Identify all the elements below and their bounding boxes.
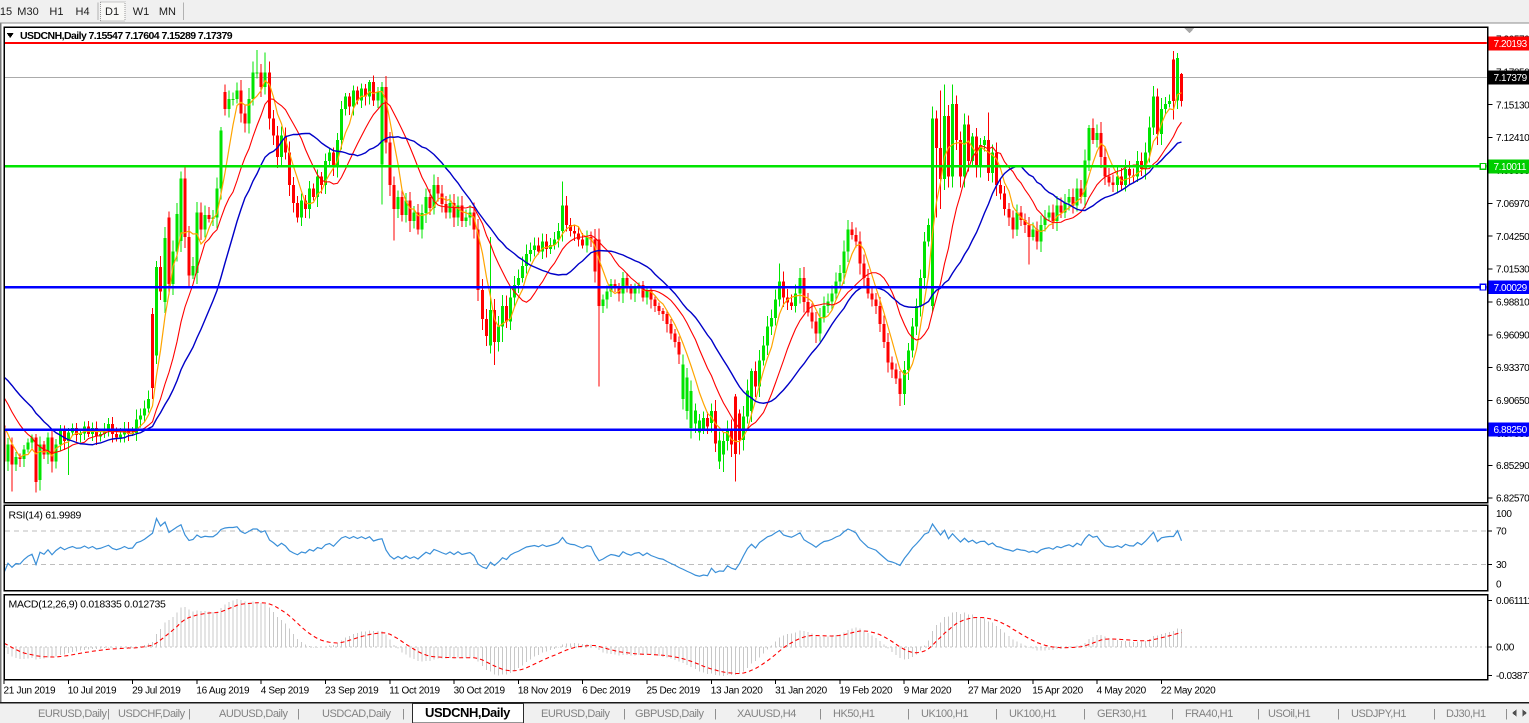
svg-text:6.90650: 6.90650 <box>1496 396 1529 407</box>
svg-text:USDJPY,H1: USDJPY,H1 <box>1351 708 1406 720</box>
svg-text:7.20193: 7.20193 <box>1494 39 1528 50</box>
svg-text:MN: MN <box>159 6 176 18</box>
svg-text:30: 30 <box>1496 560 1507 571</box>
svg-text:31 Jan 2020: 31 Jan 2020 <box>775 686 827 697</box>
svg-text:|: | <box>1433 708 1435 720</box>
svg-text:|: | <box>1257 708 1259 720</box>
svg-text:H1: H1 <box>49 6 63 18</box>
svg-text:USDCNH,Daily: USDCNH,Daily <box>425 705 511 720</box>
svg-text:|: | <box>297 708 299 720</box>
svg-text:USDCNH,Daily: USDCNH,Daily <box>20 30 87 42</box>
svg-text:6.85290: 6.85290 <box>1496 461 1529 472</box>
svg-text:70: 70 <box>1496 527 1507 538</box>
svg-text:HK50,H1: HK50,H1 <box>833 708 875 720</box>
svg-text:23 Sep 2019: 23 Sep 2019 <box>325 686 379 697</box>
svg-text:UK100,H1: UK100,H1 <box>1009 708 1056 720</box>
svg-text:|: | <box>819 708 821 720</box>
svg-text:W1: W1 <box>133 6 150 18</box>
svg-text:|: | <box>995 708 997 720</box>
svg-text:16 Aug 2019: 16 Aug 2019 <box>196 686 250 697</box>
svg-text:-0.038777: -0.038777 <box>1496 671 1529 682</box>
svg-text:|: | <box>1337 708 1339 720</box>
svg-text:XAUUSD,H4: XAUUSD,H4 <box>737 708 796 720</box>
svg-text:H4: H4 <box>76 6 90 18</box>
svg-text:7.17379: 7.17379 <box>1494 73 1528 84</box>
svg-text:7.04250: 7.04250 <box>1496 232 1529 243</box>
svg-text:|: | <box>188 708 190 720</box>
svg-text:11 Oct 2019: 11 Oct 2019 <box>389 686 440 697</box>
svg-text:15 Apr 2020: 15 Apr 2020 <box>1032 686 1083 697</box>
svg-text:M30: M30 <box>17 6 38 18</box>
svg-text:7.01530: 7.01530 <box>1496 265 1529 276</box>
svg-text:|: | <box>107 708 109 720</box>
svg-text:EURUSD,Daily: EURUSD,Daily <box>541 708 611 720</box>
svg-text:GBPUSD,Daily: GBPUSD,Daily <box>635 708 705 720</box>
svg-text:7.12410: 7.12410 <box>1496 133 1529 144</box>
svg-text:22 May 2020: 22 May 2020 <box>1161 686 1216 697</box>
svg-text:6 Dec 2019: 6 Dec 2019 <box>582 686 631 697</box>
svg-text:4 May 2020: 4 May 2020 <box>1097 686 1147 697</box>
svg-text:D1: D1 <box>105 6 119 18</box>
svg-text:7.15547 7.17604 7.15289 7.1737: 7.15547 7.17604 7.15289 7.17379 <box>89 30 233 42</box>
svg-text:|: | <box>1083 708 1085 720</box>
svg-text:|: | <box>907 708 909 720</box>
svg-text:|: | <box>623 708 625 720</box>
svg-text:6.82570: 6.82570 <box>1496 494 1529 505</box>
svg-text:6.96090: 6.96090 <box>1496 330 1529 341</box>
svg-text:100: 100 <box>1496 509 1512 520</box>
svg-text:|: | <box>1505 708 1507 720</box>
svg-text:6.88250: 6.88250 <box>1494 425 1528 436</box>
svg-text:13 Jan 2020: 13 Jan 2020 <box>711 686 763 697</box>
svg-text:6.93370: 6.93370 <box>1496 363 1529 374</box>
svg-text:29 Jul 2019: 29 Jul 2019 <box>132 686 181 697</box>
svg-text:0.00: 0.00 <box>1496 643 1515 654</box>
svg-text:FRA40,H1: FRA40,H1 <box>1185 708 1233 720</box>
svg-text:UK100,H1: UK100,H1 <box>921 708 968 720</box>
svg-text:0: 0 <box>1496 579 1502 590</box>
svg-text:DJ30,H1: DJ30,H1 <box>1446 708 1486 720</box>
svg-text:MACD(12,26,9) 0.018335 0.01273: MACD(12,26,9) 0.018335 0.012735 <box>9 598 167 610</box>
svg-text:|: | <box>1171 708 1173 720</box>
svg-text:9 Mar 2020: 9 Mar 2020 <box>904 686 952 697</box>
svg-text:27 Mar 2020: 27 Mar 2020 <box>968 686 1022 697</box>
svg-text:4 Sep 2019: 4 Sep 2019 <box>261 686 310 697</box>
svg-text:18 Nov 2019: 18 Nov 2019 <box>518 686 572 697</box>
svg-text:7.06970: 7.06970 <box>1496 199 1529 210</box>
svg-text:USOil,H1: USOil,H1 <box>1268 708 1311 720</box>
svg-text:25 Dec 2019: 25 Dec 2019 <box>647 686 701 697</box>
svg-text:7.15130: 7.15130 <box>1496 100 1529 111</box>
svg-text:|: | <box>714 708 716 720</box>
svg-text:RSI(14) 61.9989: RSI(14) 61.9989 <box>9 509 82 521</box>
svg-text:GER30,H1: GER30,H1 <box>1097 708 1147 720</box>
svg-text:7.10011: 7.10011 <box>1494 162 1527 173</box>
svg-text:30 Oct 2019: 30 Oct 2019 <box>454 686 506 697</box>
svg-text:0.0611119: 0.0611119 <box>1496 596 1529 607</box>
svg-text:AUDUSD,Daily: AUDUSD,Daily <box>219 708 289 720</box>
svg-text:M15: M15 <box>0 6 12 18</box>
svg-text:|: | <box>402 708 404 720</box>
svg-text:6.98810: 6.98810 <box>1496 297 1529 308</box>
svg-text:EURUSD,Daily: EURUSD,Daily <box>38 708 108 720</box>
svg-text:10 Jul 2019: 10 Jul 2019 <box>68 686 117 697</box>
svg-text:USDCAD,Daily: USDCAD,Daily <box>322 708 392 720</box>
svg-text:19 Feb 2020: 19 Feb 2020 <box>839 686 893 697</box>
svg-text:21 Jun 2019: 21 Jun 2019 <box>4 686 56 697</box>
svg-text:7.00029: 7.00029 <box>1494 283 1528 294</box>
svg-text:USDCHF,Daily: USDCHF,Daily <box>118 708 186 720</box>
